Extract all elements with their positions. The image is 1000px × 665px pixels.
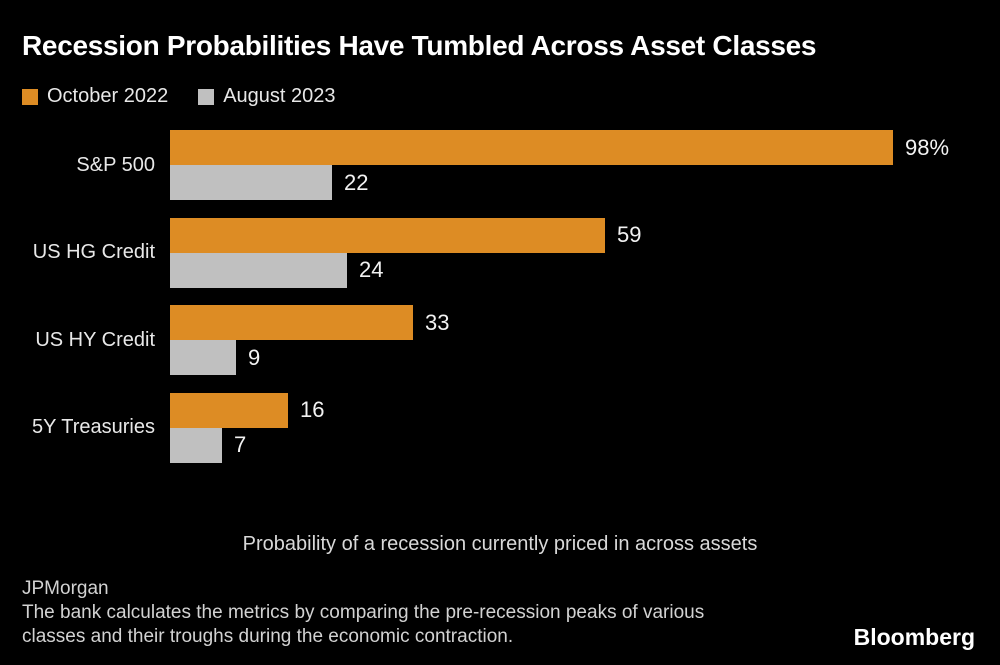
bar-group: 33 9 bbox=[170, 305, 449, 375]
bar-line: 9 bbox=[170, 340, 449, 375]
bar-line: 98% bbox=[170, 130, 949, 165]
bar-august-2023 bbox=[170, 427, 222, 463]
bar-october-2022 bbox=[170, 392, 288, 428]
bar-value-label: 16 bbox=[300, 397, 325, 422]
category-label: 5Y Treasuries bbox=[31, 416, 155, 438]
legend-label: August 2023 bbox=[223, 85, 336, 107]
category-label: S&P 500 bbox=[76, 153, 155, 176]
source-label: JPMorgan bbox=[22, 578, 109, 599]
bar-october-2022 bbox=[170, 217, 605, 253]
bar-group: 98% 22 bbox=[170, 130, 949, 200]
bar-value-label: 7 bbox=[234, 432, 247, 457]
bar-october-2022 bbox=[170, 130, 893, 165]
bar-line: 33 bbox=[170, 305, 449, 340]
bar-value-label: 98% bbox=[905, 134, 950, 160]
bar-chart: S&P 500 98% 22 US HG Credit 59 24 US HY Credit… bbox=[0, 130, 1000, 480]
bar-group: 59 24 bbox=[170, 217, 642, 288]
category-label: US HG Credit bbox=[32, 241, 155, 263]
legend: October 2022 August 2023 bbox=[22, 85, 336, 108]
bar-value-label: 33 bbox=[425, 309, 450, 335]
chart-row-2: US HY Credit 33 9 bbox=[0, 305, 1000, 375]
bar-value-label: 9 bbox=[248, 344, 261, 370]
category-label: US HY Credit bbox=[35, 328, 155, 351]
bar-group: 16 7 bbox=[170, 392, 325, 463]
bar-august-2023 bbox=[170, 340, 236, 375]
legend-swatch-icon bbox=[198, 88, 215, 105]
bar-line: 24 bbox=[170, 252, 641, 288]
bar-value-label: 22 bbox=[344, 169, 369, 195]
bar-august-2023 bbox=[170, 165, 332, 200]
chart-caption: Probability of a recession currently pri… bbox=[242, 533, 758, 555]
bar-value-label: 24 bbox=[359, 257, 384, 282]
bar-line: 7 bbox=[170, 427, 324, 463]
chart-title: Recession Probabilities Have Tumbled Acr… bbox=[22, 30, 817, 61]
legend-item-1: August 2023 bbox=[198, 85, 336, 108]
chart-row-0: S&P 500 98% 22 bbox=[0, 130, 1000, 200]
bar-august-2023 bbox=[170, 252, 347, 288]
footnote-line-1: The bank calculates the metrics by compa… bbox=[22, 602, 705, 623]
bar-value-label: 59 bbox=[617, 222, 642, 247]
bar-october-2022 bbox=[170, 305, 413, 340]
legend-swatch-icon bbox=[22, 88, 38, 105]
footnote-line-2: classes and their troughs during the eco… bbox=[22, 626, 514, 647]
bloomberg-logo: Bloomberg bbox=[853, 624, 975, 650]
bar-line: 59 bbox=[170, 217, 642, 253]
footer-note: JPMorgan The bank calculates the metrics… bbox=[22, 577, 704, 649]
chart-row-3: 5Y Treasuries 16 7 bbox=[0, 392, 1000, 463]
legend-label: October 2022 bbox=[47, 85, 169, 107]
legend-item-0: October 2022 bbox=[22, 85, 168, 108]
bar-line: 16 bbox=[170, 392, 325, 428]
chart-row-1: US HG Credit 59 24 bbox=[0, 217, 1000, 288]
bar-line: 22 bbox=[170, 165, 949, 200]
